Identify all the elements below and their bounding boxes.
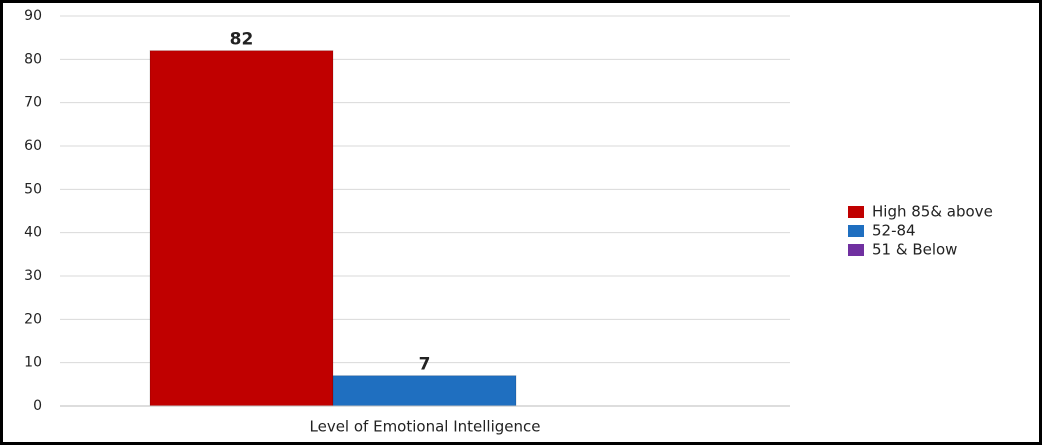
legend-label: 51 & Below xyxy=(872,241,957,259)
y-tick-label: 70 xyxy=(24,95,42,111)
legend-label: 52-84 xyxy=(872,222,916,240)
legend-label: High 85& above xyxy=(872,203,993,221)
y-tick-label: 50 xyxy=(24,181,42,197)
y-tick-label: 90 xyxy=(24,8,42,24)
y-tick-label: 80 xyxy=(24,51,42,67)
y-tick-label: 30 xyxy=(24,268,42,284)
data-label: 82 xyxy=(230,30,254,50)
data-label: 7 xyxy=(419,355,431,375)
y-tick-label: 60 xyxy=(24,138,42,154)
bar xyxy=(332,375,517,407)
legend-swatch xyxy=(848,225,864,237)
x-tick-label: Level of Emotional Intelligence xyxy=(310,418,541,436)
y-tick-label: 10 xyxy=(24,355,42,371)
y-tick-label: 20 xyxy=(24,311,42,327)
legend-swatch xyxy=(848,206,864,218)
legend-swatch xyxy=(848,244,864,256)
y-tick-label: 40 xyxy=(24,225,42,241)
bar xyxy=(149,50,334,407)
y-tick-label: 0 xyxy=(33,398,42,414)
